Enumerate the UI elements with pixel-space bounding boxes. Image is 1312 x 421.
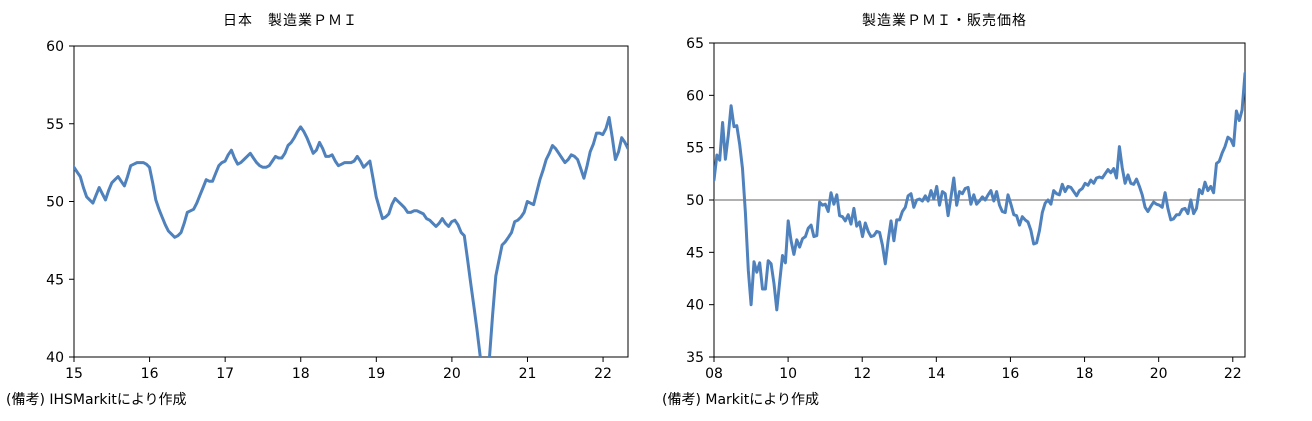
right-x-tick-label: 10 — [779, 366, 797, 382]
chart-note-right: (備考) Markitにより作成 — [662, 392, 819, 408]
right-y-tick-label: 45 — [686, 245, 704, 261]
right-x-tick-label: 16 — [1002, 366, 1020, 382]
left-x-tick-label: 18 — [292, 366, 310, 382]
left-x-tick-label: 16 — [141, 366, 159, 382]
right-x-tick-label: 14 — [927, 366, 945, 382]
left-x-tick-label: 17 — [216, 366, 234, 382]
left-y-tick-label: 60 — [46, 39, 64, 55]
chart-left-svg: 40 45 50 55 60 15 16 17 18 19 20 21 22 — [46, 39, 629, 382]
chart-panel-right: 製造業ＰＭＩ・販売価格 35 40 45 50 55 60 65 08 10 12 14 16 18 20… — [656, 0, 1312, 421]
right-x-tick-label: 12 — [853, 366, 871, 382]
right-x-tick-label: 18 — [1076, 366, 1094, 382]
chart-title-left: 日本 製造業ＰＭＩ — [223, 13, 358, 29]
left-y-tick-label: 45 — [46, 272, 64, 288]
right-x-tick-label: 20 — [1150, 366, 1168, 382]
left-x-tick-label: 21 — [519, 366, 537, 382]
chart-note-left: (備考) IHSMarkitにより作成 — [6, 392, 187, 408]
right-x-tick-label: 22 — [1224, 366, 1242, 382]
left-y-tick-label: 40 — [46, 350, 64, 366]
right-y-tick-label: 65 — [686, 36, 704, 52]
left-y-tick-label: 50 — [46, 195, 64, 211]
chart-panel-left: 日本 製造業ＰＭＩ 40 45 50 55 60 15 16 17 18 19 20 21 22 (備考… — [6, 13, 629, 408]
left-x-tick-label: 19 — [367, 366, 385, 382]
left-x-tick-label: 20 — [443, 366, 461, 382]
left-x-tick-label: 15 — [65, 366, 83, 382]
chart-title-right: 製造業ＰＭＩ・販売価格 — [862, 13, 1027, 29]
left-y-tick-label: 55 — [46, 117, 64, 133]
chart-right-svg: 35 40 45 50 55 60 65 08 10 12 14 16 18 20 22 — [686, 36, 1246, 382]
right-series-line — [714, 71, 1245, 312]
left-series-line — [74, 116, 628, 357]
right-x-tick-label: 08 — [705, 366, 723, 382]
right-y-tick-label: 55 — [686, 141, 704, 157]
right-y-tick-label: 60 — [686, 88, 704, 104]
left-x-tick-label: 22 — [594, 366, 612, 382]
right-y-tick-label: 35 — [686, 350, 704, 366]
right-y-tick-label: 50 — [686, 193, 704, 209]
right-y-tick-label: 40 — [686, 298, 704, 314]
